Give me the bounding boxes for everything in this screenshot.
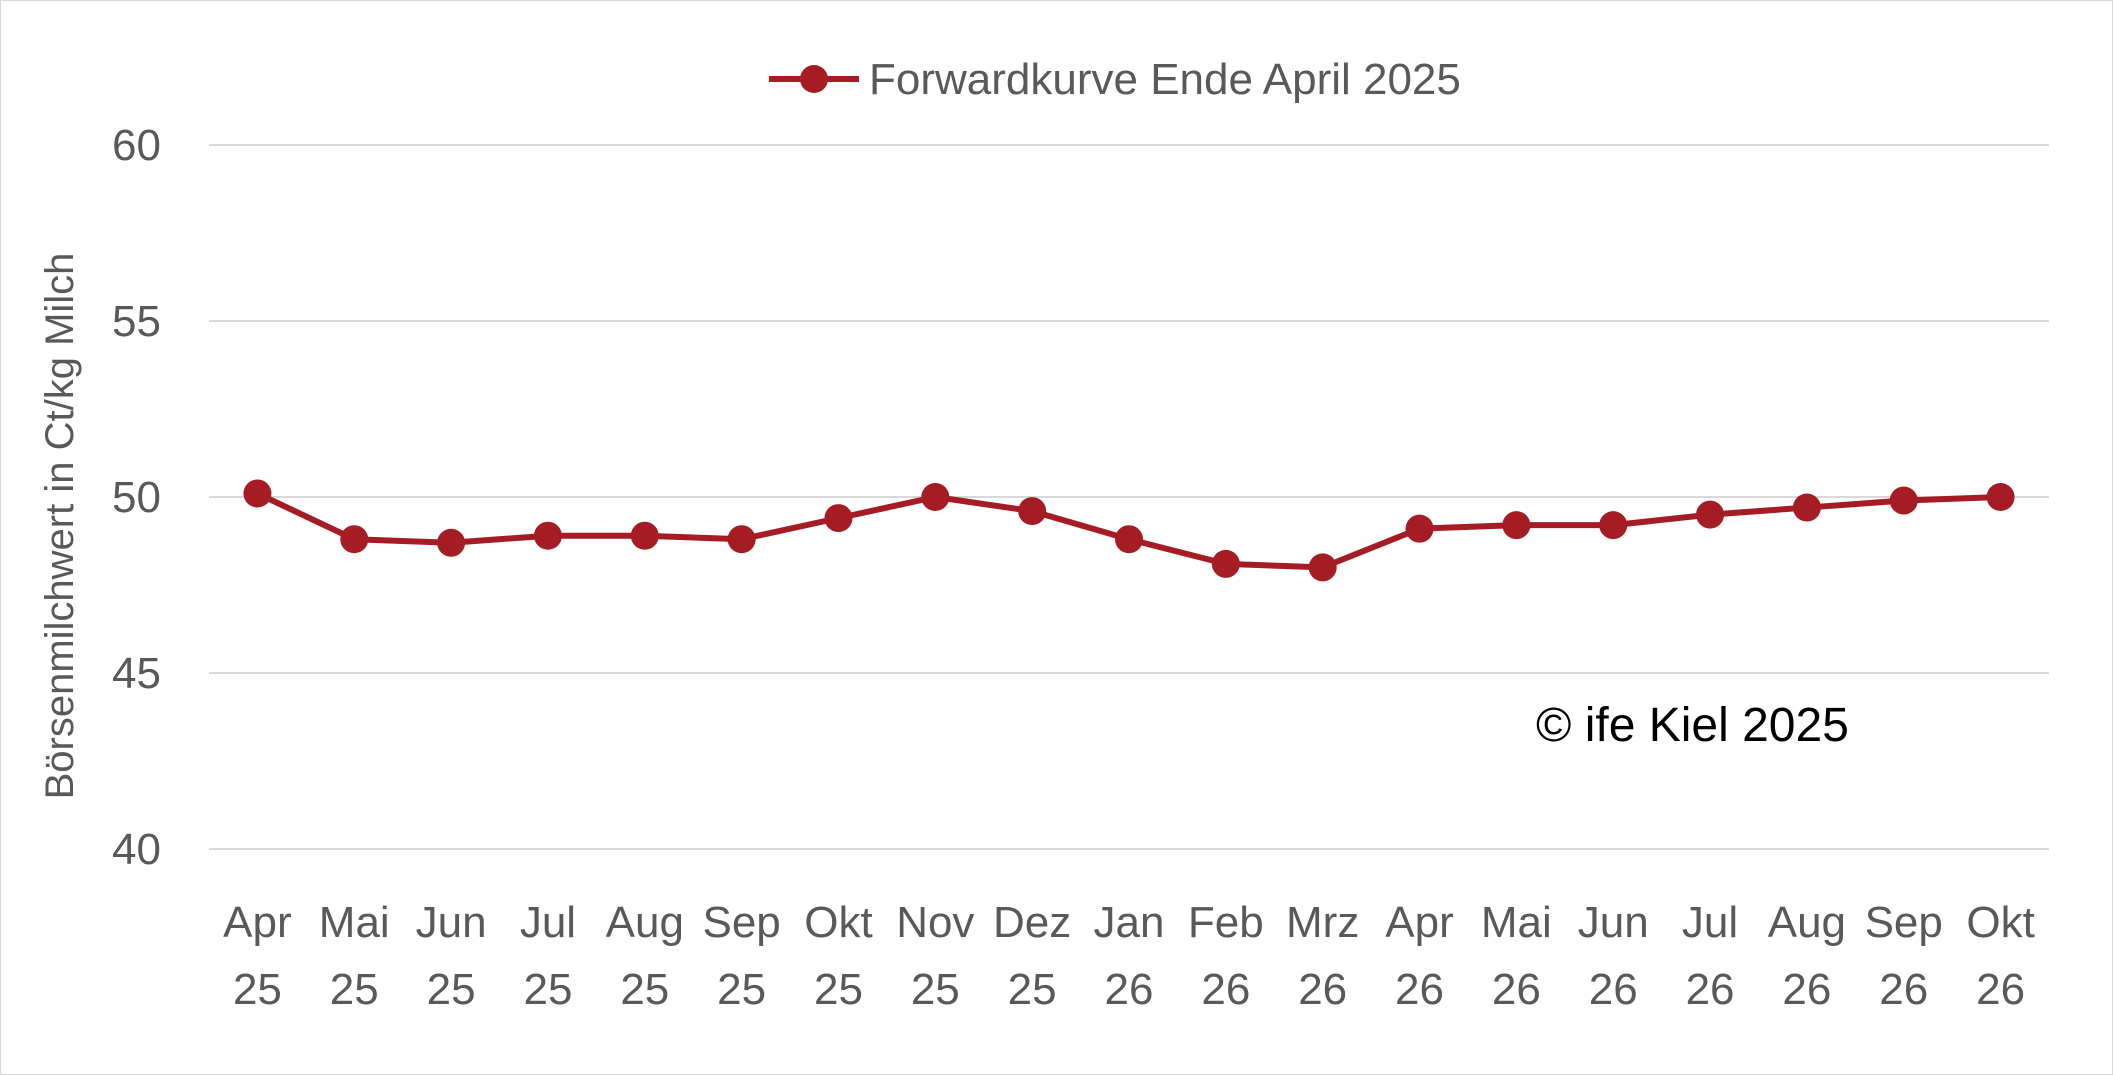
data-point xyxy=(437,528,466,557)
x-tick-label: Sep 26 xyxy=(1865,898,1943,1014)
legend-label: Forwardkurve Ende April 2025 xyxy=(869,55,1461,104)
x-tick-label: Mai 26 xyxy=(1481,898,1552,1014)
data-point xyxy=(1405,514,1434,543)
x-tick-label: Okt 26 xyxy=(1966,898,2034,1014)
x-tick-label: Nov 25 xyxy=(896,898,974,1014)
y-axis-ticks: 40 45 50 55 60 xyxy=(112,121,161,874)
data-point xyxy=(727,525,756,554)
data-point xyxy=(1986,483,2015,511)
y-tick-label: 55 xyxy=(112,297,161,346)
y-axis-label: Börsenmilchwert in Ct/kg Milch xyxy=(38,253,82,800)
data-point xyxy=(1696,500,1725,529)
data-point xyxy=(1792,493,1821,522)
x-tick-label: Apr 25 xyxy=(223,898,291,1014)
data-point xyxy=(1308,553,1337,582)
y-tick-label: 50 xyxy=(112,473,161,522)
x-tick-label: Okt 25 xyxy=(804,898,872,1014)
y-tick-label: 40 xyxy=(112,825,161,874)
series-group xyxy=(243,479,2015,582)
data-point xyxy=(340,525,369,554)
x-tick-label: Mai 25 xyxy=(319,898,390,1014)
data-point xyxy=(630,521,659,550)
gridlines xyxy=(209,144,2049,850)
data-point xyxy=(1211,549,1240,578)
x-tick-label: Dez 25 xyxy=(993,898,1071,1014)
data-point xyxy=(243,479,272,508)
x-tick-label: Jun 26 xyxy=(1578,898,1649,1014)
data-point xyxy=(1599,511,1628,540)
data-point xyxy=(824,504,853,533)
data-point xyxy=(921,483,950,511)
legend: Forwardkurve Ende April 2025 xyxy=(769,55,1461,104)
x-tick-label: Apr 26 xyxy=(1385,898,1453,1014)
x-tick-label: Mrz 26 xyxy=(1286,898,1359,1014)
data-point xyxy=(1889,486,1918,515)
data-point xyxy=(533,521,562,550)
legend-point-marker xyxy=(800,65,828,93)
copyright-annotation: © ife Kiel 2025 xyxy=(1536,699,1849,752)
x-tick-label: Feb 26 xyxy=(1188,898,1264,1014)
x-tick-label: Aug 26 xyxy=(1768,898,1846,1014)
data-point xyxy=(1115,525,1143,554)
data-point xyxy=(1502,511,1531,540)
y-tick-label: 60 xyxy=(112,121,161,170)
x-tick-label: Aug 25 xyxy=(606,898,684,1014)
x-tick-label: Jun 25 xyxy=(416,898,487,1014)
x-tick-label: Sep 25 xyxy=(702,898,780,1014)
x-tick-label: Jan 26 xyxy=(1094,898,1165,1014)
x-tick-label: Jul 26 xyxy=(1682,898,1738,1014)
x-tick-label: Jul 25 xyxy=(520,898,576,1014)
data-point xyxy=(1018,497,1047,526)
y-tick-label: 45 xyxy=(112,649,161,698)
